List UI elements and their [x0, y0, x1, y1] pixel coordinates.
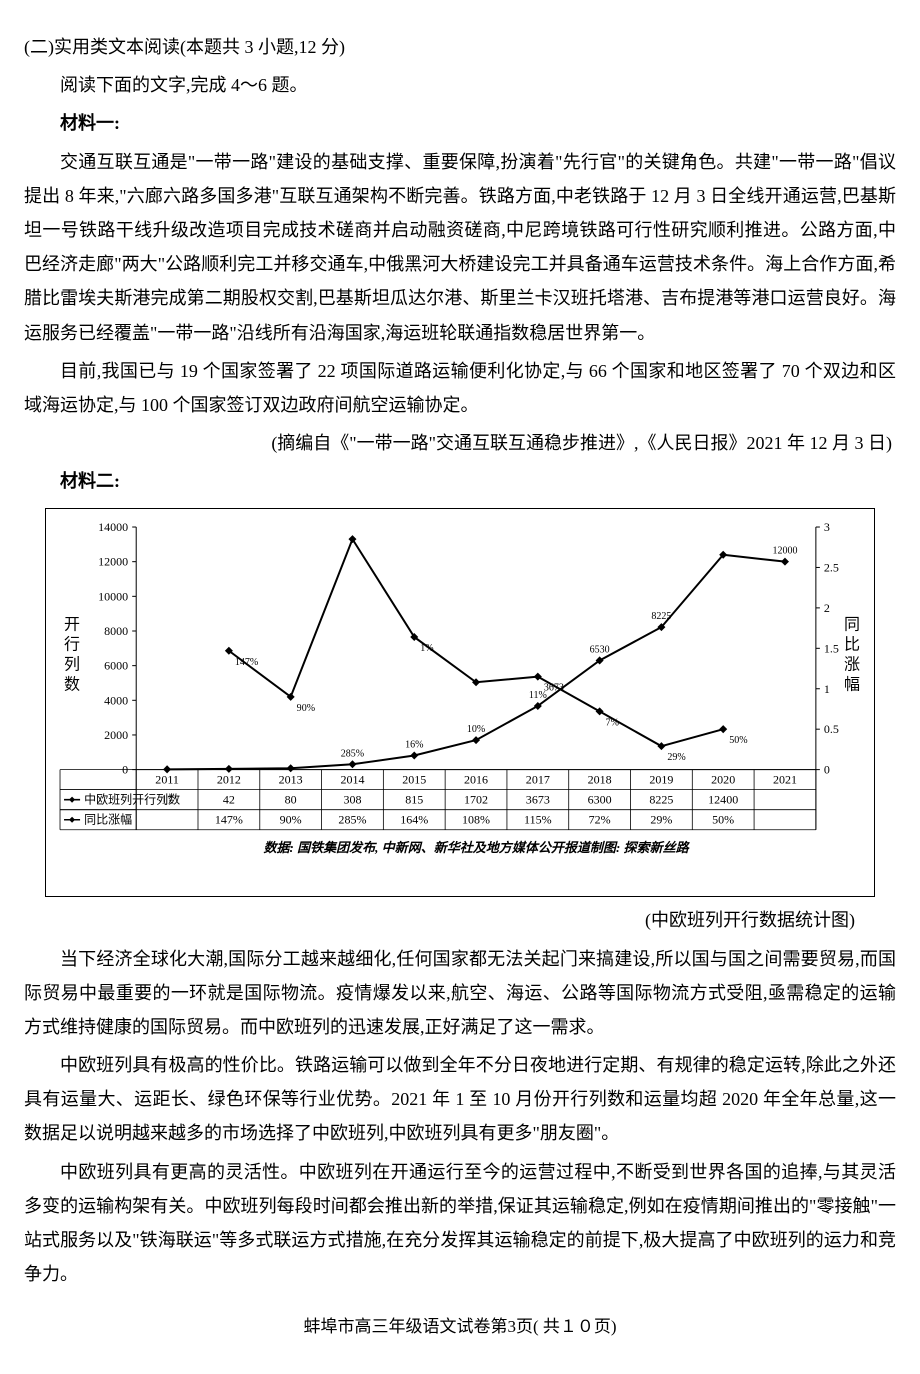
page-footer: 蚌埠市高三年级语文试卷第3页( 共１０页): [24, 1311, 896, 1343]
svg-text:行: 行: [64, 636, 80, 654]
svg-text:2020: 2020: [711, 773, 735, 787]
svg-text:1.5: 1.5: [824, 642, 839, 656]
material1-para1: 交通互联互通是"一带一路"建设的基础支撑、重要保障,扮演着"先行官"的关键角色。…: [24, 145, 896, 350]
svg-text:90%: 90%: [297, 703, 315, 714]
svg-text:2021: 2021: [773, 773, 797, 787]
svg-text:0: 0: [824, 763, 830, 777]
svg-text:2012: 2012: [217, 773, 241, 787]
material2-para3: 中欧班列具有更高的灵活性。中欧班列在开通运行至今的运营过程中,不断受到世界各国的…: [24, 1155, 896, 1292]
svg-text:8225: 8225: [649, 793, 673, 807]
svg-text:8000: 8000: [104, 624, 128, 638]
material1-label: 材料一:: [24, 106, 896, 140]
svg-text:8225: 8225: [651, 612, 671, 623]
svg-text:1: 1: [824, 682, 830, 696]
chart-wrapper: 0200040006000800010000120001400000.511.5…: [45, 508, 875, 937]
chart-caption: (中欧班列开行数据统计图): [45, 903, 875, 937]
svg-text:12400: 12400: [708, 793, 738, 807]
svg-text:3673: 3673: [544, 683, 564, 694]
svg-text:10000: 10000: [98, 590, 128, 604]
material2-para2: 中欧班列具有极高的性价比。铁路运输可以做到全年不分日夜地进行定期、有规律的稳定运…: [24, 1048, 896, 1151]
svg-text:80: 80: [285, 793, 297, 807]
svg-text:列: 列: [64, 656, 80, 674]
svg-text:1%: 1%: [420, 643, 433, 654]
svg-text:7%: 7%: [606, 718, 619, 729]
svg-text:2.5: 2.5: [824, 561, 839, 575]
svg-text:164%: 164%: [400, 813, 428, 827]
svg-text:2015: 2015: [402, 773, 426, 787]
reading-instruction: 阅读下面的文字,完成 4～6 题。: [24, 68, 896, 102]
svg-text:涨: 涨: [844, 656, 860, 674]
svg-text:10%: 10%: [467, 725, 485, 736]
svg-text:2: 2: [824, 601, 830, 615]
material2-label: 材料二:: [24, 464, 896, 498]
svg-text:幅: 幅: [844, 676, 860, 694]
svg-text:开: 开: [64, 617, 80, 634]
svg-text:2011: 2011: [155, 773, 179, 787]
svg-text:50%: 50%: [712, 813, 734, 827]
svg-text:815: 815: [405, 793, 423, 807]
svg-text:308: 308: [343, 793, 361, 807]
svg-text:14000: 14000: [98, 520, 128, 534]
svg-text:72%: 72%: [589, 813, 611, 827]
svg-text:2013: 2013: [279, 773, 303, 787]
svg-text:16%: 16%: [405, 740, 423, 751]
svg-text:285%: 285%: [341, 749, 364, 760]
svg-text:147%: 147%: [215, 813, 243, 827]
svg-text:3673: 3673: [526, 793, 550, 807]
svg-text:147%: 147%: [235, 657, 258, 668]
svg-text:12000: 12000: [98, 555, 128, 569]
svg-text:数据: 国铁集团发布, 中新网、新华社及地方媒体公开报道制图: 数据: 国铁集团发布, 中新网、新华社及地方媒体公开报道制图: 探索新丝路: [263, 840, 690, 855]
svg-text:29%: 29%: [650, 813, 672, 827]
svg-text:50%: 50%: [729, 736, 747, 747]
svg-text:3: 3: [824, 520, 830, 534]
svg-text:2000: 2000: [104, 728, 128, 742]
svg-text:285%: 285%: [338, 813, 366, 827]
material2-para1: 当下经济全球化大潮,国际分工越来越细化,任何国家都无法关起门来搞建设,所以国与国…: [24, 942, 896, 1045]
svg-text:2016: 2016: [464, 773, 488, 787]
chart-box: 0200040006000800010000120001400000.511.5…: [45, 508, 875, 897]
svg-text:29%: 29%: [667, 753, 685, 764]
svg-text:17: 17: [161, 793, 173, 807]
svg-text:2018: 2018: [588, 773, 612, 787]
svg-text:12000: 12000: [772, 546, 797, 557]
svg-text:2019: 2019: [649, 773, 673, 787]
section-heading: (二)实用类文本阅读(本题共 3 小题,12 分): [24, 30, 896, 64]
material1-citation: (摘编自《"一带一路"交通互联互通稳步推进》,《人民日报》2021 年 12 月…: [24, 426, 896, 460]
svg-text:比: 比: [844, 636, 860, 654]
svg-text:6530: 6530: [590, 645, 610, 656]
svg-text:2014: 2014: [340, 773, 364, 787]
svg-text:6000: 6000: [104, 659, 128, 673]
svg-text:同比涨幅: 同比涨幅: [84, 812, 132, 827]
svg-text:90%: 90%: [280, 813, 302, 827]
svg-text:6300: 6300: [588, 793, 612, 807]
svg-text:2017: 2017: [526, 773, 550, 787]
svg-text:1702: 1702: [464, 793, 488, 807]
svg-text:4000: 4000: [104, 694, 128, 708]
svg-text:0.5: 0.5: [824, 723, 839, 737]
svg-text:115%: 115%: [524, 813, 552, 827]
svg-text:42: 42: [223, 793, 235, 807]
svg-text:同: 同: [844, 617, 860, 634]
dual-axis-chart: 0200040006000800010000120001400000.511.5…: [54, 519, 866, 890]
material1-para2: 目前,我国已与 19 个国家签署了 22 项国际道路运输便利化协定,与 66 个…: [24, 354, 896, 422]
svg-text:数: 数: [64, 676, 80, 694]
svg-text:108%: 108%: [462, 813, 490, 827]
